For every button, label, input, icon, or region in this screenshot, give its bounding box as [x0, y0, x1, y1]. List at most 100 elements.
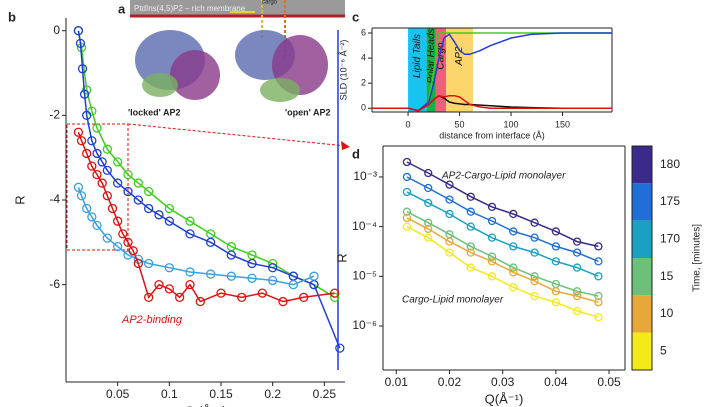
data-point	[257, 288, 267, 298]
data-point	[185, 267, 195, 277]
colorbar-swatch	[632, 295, 652, 333]
data-point	[118, 229, 128, 239]
data-point	[424, 218, 433, 227]
data-point	[113, 241, 123, 252]
x-tick-label: 0.02	[438, 375, 462, 389]
data-point	[107, 203, 118, 214]
data-point	[594, 272, 603, 281]
data-point	[123, 186, 133, 197]
data-point	[594, 291, 603, 301]
data-point	[154, 210, 164, 220]
data-point	[76, 136, 87, 146]
data-point	[102, 165, 112, 176]
data-point	[572, 248, 582, 257]
data-point	[572, 306, 582, 316]
x-tick-label: 0.03	[491, 375, 515, 389]
data-point	[216, 288, 226, 298]
arrow-head	[341, 141, 350, 150]
data-point	[424, 233, 433, 242]
data-point	[102, 191, 112, 201]
colorbar-label: 180	[660, 157, 680, 171]
data-point	[113, 157, 123, 167]
y-tick-label: 4	[361, 52, 366, 62]
annotation: AP2-Cargo-Lipid monolayer	[441, 171, 566, 182]
data-point	[206, 269, 216, 279]
data-point	[144, 203, 154, 214]
data-point	[572, 291, 582, 301]
data-point	[144, 292, 154, 302]
data-point	[330, 288, 340, 298]
data-point	[551, 298, 561, 307]
annotation: AP2-binding	[121, 314, 183, 326]
colorbar-swatch	[632, 146, 652, 184]
colorbar-swatch	[632, 183, 652, 221]
data-point	[487, 233, 497, 242]
data-point	[164, 263, 174, 273]
data-point	[226, 271, 236, 281]
data-point	[73, 127, 84, 137]
data-point	[82, 85, 92, 95]
x-tick-label: 0.15	[209, 387, 233, 401]
data-point	[87, 212, 97, 222]
data-point	[445, 248, 454, 257]
data-point	[278, 296, 288, 307]
data-point	[551, 257, 561, 266]
y-axis-label: R	[334, 253, 349, 262]
y-tick-label: 10⁻⁵	[352, 268, 377, 282]
cargo-label: cargo	[262, 0, 278, 6]
data-point	[144, 186, 154, 197]
x-tick-label: 0.1	[161, 387, 178, 401]
region	[426, 28, 436, 112]
data-point	[133, 178, 143, 188]
x-tick-label: 150	[555, 119, 570, 129]
data-point	[82, 110, 92, 120]
y-tick-label: 10⁻⁶	[352, 318, 377, 332]
data-point	[164, 216, 174, 226]
data-point	[133, 195, 143, 205]
data-point	[92, 148, 102, 159]
data-point	[247, 258, 257, 269]
data-point	[335, 343, 345, 353]
data-point	[73, 182, 84, 192]
data-point	[594, 298, 603, 307]
data-point	[185, 216, 195, 226]
series-line	[372, 32, 612, 112]
data-point	[185, 229, 195, 239]
data-point	[572, 263, 582, 272]
data-point	[530, 276, 539, 286]
data-point	[299, 292, 309, 302]
data-point	[133, 258, 143, 269]
data-point	[206, 237, 216, 247]
region-label: AP2	[454, 46, 465, 66]
data-point	[530, 248, 539, 257]
data-point	[76, 191, 87, 201]
colorbar-label: 170	[660, 232, 680, 246]
y-tick-label: -6	[49, 277, 60, 291]
data-point	[424, 183, 433, 193]
data-point	[509, 227, 518, 236]
region-label: Cargo	[436, 42, 447, 70]
y-tick-label: -2	[49, 108, 60, 122]
data-point	[87, 136, 97, 146]
x-tick-label: 0.05	[597, 375, 621, 389]
region	[435, 28, 447, 112]
series-line	[77, 132, 335, 303]
data-point	[551, 287, 561, 296]
x-tick-label: 0	[406, 119, 411, 129]
membrane-label: PtdIns(4,5)P2 – rich membrane	[134, 4, 246, 13]
y-axis-label: SLD (10⁻⁶ Å⁻²)	[338, 40, 348, 101]
data-point	[402, 213, 412, 223]
data-point	[79, 89, 90, 99]
data-point	[123, 169, 133, 180]
data-point	[530, 233, 539, 242]
data-point	[97, 178, 107, 188]
protein	[260, 78, 300, 102]
series-line	[406, 217, 599, 304]
x-tick-label: 0.25	[313, 387, 337, 401]
data-point	[92, 220, 102, 231]
data-point	[128, 246, 138, 256]
data-point	[487, 272, 497, 281]
data-point	[154, 280, 164, 290]
data-point	[97, 157, 107, 167]
data-point	[466, 263, 475, 272]
